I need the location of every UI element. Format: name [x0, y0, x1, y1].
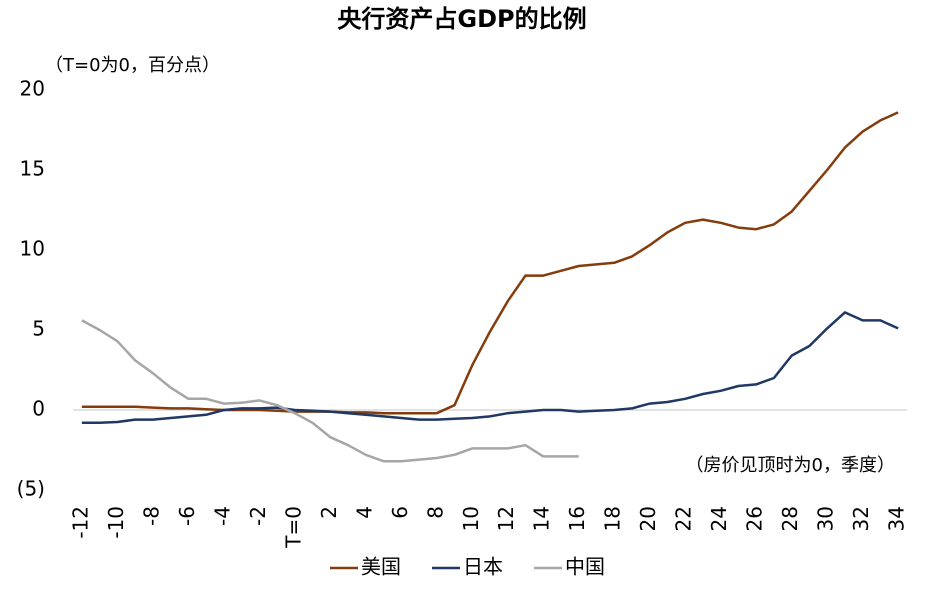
y-tick-label: (5): [17, 477, 45, 501]
legend-label: 美国: [361, 555, 401, 579]
data-line: [81, 311, 899, 425]
x-tick-label: 34: [885, 506, 909, 531]
y-tick-label: 0: [32, 397, 45, 421]
x-tick-label: -8: [139, 506, 163, 526]
x-tick-label: 6: [388, 506, 412, 519]
y-tick-label: 10: [20, 237, 45, 261]
x-tick-label: 26: [743, 506, 767, 531]
x-tick-label: 24: [707, 506, 731, 531]
legend-label: 中国: [565, 555, 605, 579]
x-tick-label: 10: [459, 506, 483, 531]
x-tick-label: -6: [175, 506, 199, 526]
y-tick-label: 5: [32, 317, 45, 341]
x-tick-label: 28: [778, 506, 802, 531]
x-tick-label: 20: [636, 506, 660, 531]
y-axis-label: （T=0为0，百分点）: [45, 55, 220, 76]
x-tick-label: 18: [601, 506, 625, 531]
x-tick-label: 12: [494, 506, 518, 531]
data-line: [81, 319, 579, 463]
x-tick-label: 16: [565, 506, 589, 531]
x-tick-label: 14: [530, 506, 554, 531]
x-tick-label: 30: [814, 506, 838, 531]
x-tick-label: 2: [317, 506, 341, 519]
x-tick-label: 22: [672, 506, 696, 531]
x-tick-label: 8: [423, 506, 447, 519]
x-tick-label: 4: [352, 506, 376, 519]
y-tick-label: 15: [20, 157, 45, 181]
x-tick-label: -2: [246, 506, 270, 526]
x-tick-label: T=0: [281, 506, 305, 549]
chart-title: 央行资产占GDP的比例: [337, 5, 586, 33]
x-tick-label: -10: [104, 506, 128, 539]
x-tick-label: -4: [210, 506, 234, 526]
x-tick-label: -12: [68, 506, 92, 539]
legend-label: 日本: [463, 555, 503, 579]
y-tick-label: 20: [20, 77, 45, 101]
x-axis-label: （房价见顶时为0，季度）: [686, 455, 895, 476]
data-line: [81, 111, 899, 415]
x-tick-label: 32: [849, 506, 873, 531]
